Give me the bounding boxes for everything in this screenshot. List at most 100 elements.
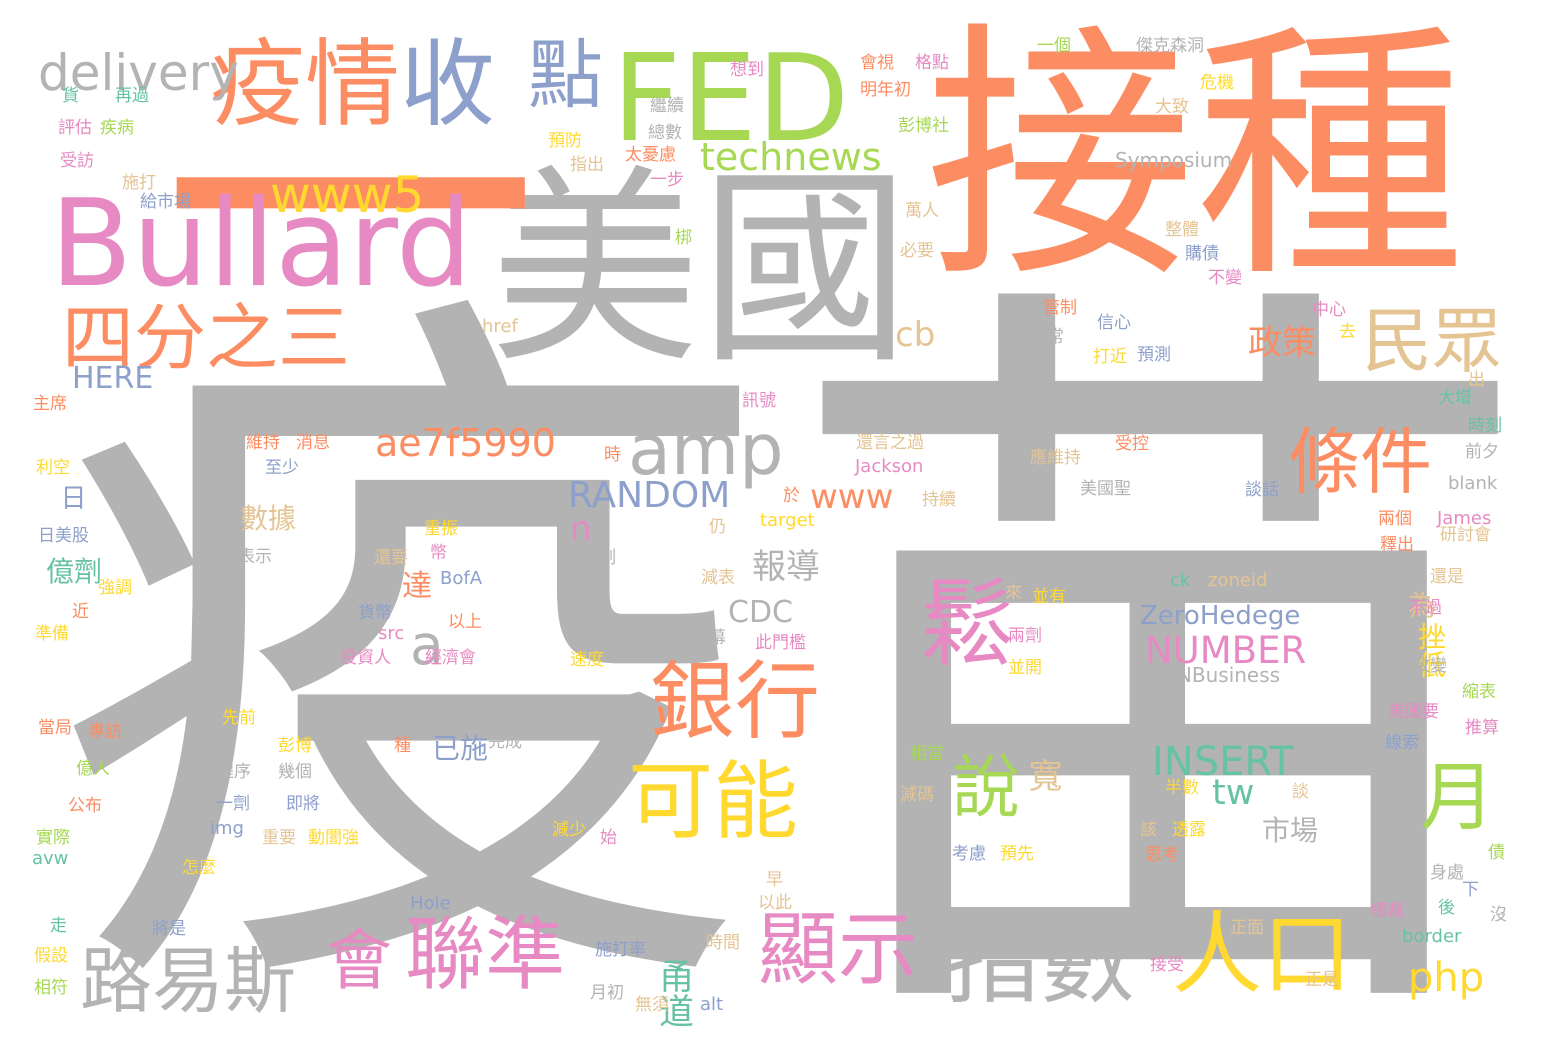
word-151: 美國要 [1388, 702, 1439, 722]
word-116: 前夕 [1465, 442, 1499, 462]
word-71: 會視 [860, 53, 894, 73]
word-123: 還是 [1430, 567, 1464, 587]
word-131: 減表 [701, 568, 735, 588]
word-61: BofA [440, 568, 483, 589]
word-191: 施打率 [595, 940, 646, 960]
word-140: 此門檻 [755, 633, 806, 653]
word-41: cb [895, 315, 936, 355]
word-187: 後 [1438, 898, 1455, 918]
word-176: 思考 [1145, 845, 1179, 865]
word-124: 日美股 [38, 526, 89, 546]
word-192: 接受 [1150, 955, 1184, 975]
word-87: 疾病 [100, 118, 134, 138]
word-15: amp [628, 409, 784, 491]
word-194: 相符 [34, 978, 68, 998]
word-75: 大致 [1155, 97, 1189, 117]
word-138: 貨幣 [358, 603, 392, 623]
word-59: zoneid [1208, 570, 1268, 591]
word-122: 研討會 [1440, 525, 1491, 545]
word-13: 四分之三 [62, 296, 351, 380]
word-184: 將是 [152, 919, 186, 939]
word-47: 億劑 [46, 555, 103, 588]
word-120: 兩個 [1378, 509, 1412, 529]
word-172: 考慮 [952, 844, 986, 864]
word-146: 並開 [1008, 658, 1042, 678]
word-167: 實際 [36, 828, 70, 848]
word-60: ck [1170, 570, 1191, 591]
word-10: delivery [38, 44, 239, 102]
word-149: 專訪 [88, 722, 122, 742]
word-111: 還言之過 [856, 433, 924, 453]
word-68: border [1402, 926, 1462, 947]
word-33: NUMBER [1145, 629, 1307, 672]
word-92: 整體 [1165, 220, 1199, 240]
word-8: 收 [400, 30, 496, 140]
word-45: 寬 [1022, 758, 1062, 792]
word-164: 半數 [1165, 778, 1199, 798]
word-101: 預測 [1137, 345, 1171, 365]
word-72: 格點 [915, 53, 949, 73]
word-86: 評估 [58, 118, 92, 138]
word-82: 指出 [570, 155, 604, 175]
word-132: 來 [1005, 583, 1022, 603]
word-93: 購債 [1185, 244, 1219, 264]
word-103: 大增 [1438, 388, 1472, 408]
word-98: 管制 [1043, 298, 1077, 318]
word-183: 走 [50, 916, 67, 936]
word-179: 早 [766, 870, 783, 890]
word-174: 該 [1140, 820, 1157, 840]
word-166: 公布 [68, 796, 102, 816]
word-154: 種 [394, 736, 411, 756]
word-42: HERE [72, 361, 154, 396]
word-35: CNNBusiness [1148, 663, 1281, 687]
word-144: 經濟會 [425, 648, 476, 668]
word-16: 條件 [1288, 420, 1433, 504]
word-62: Hole [410, 893, 451, 914]
word-0: 疫 [50, 241, 770, 1052]
word-81: 預防 [548, 131, 582, 151]
word-12: technews [700, 135, 882, 179]
word-17: ae7f5990 [375, 421, 556, 465]
word-69: 傑克森洞 [1136, 36, 1204, 56]
word-182: 下 [1462, 880, 1479, 900]
word-1: 苗 [780, 228, 1540, 1052]
word-107: 訊號 [742, 391, 776, 411]
word-67: alt [700, 994, 724, 1015]
word-19: www [810, 477, 894, 517]
word-78: 繼續 [650, 96, 684, 116]
word-50: 已施 [432, 732, 489, 765]
word-114: 美國聖 [1080, 479, 1131, 499]
word-6: FED [612, 30, 850, 169]
word-94: 必要 [900, 241, 934, 261]
word-58: blank [1448, 473, 1498, 494]
word-165: 談 [1292, 782, 1309, 802]
word-152: 推算 [1465, 718, 1499, 738]
word-115: 談話 [1245, 480, 1279, 500]
word-52: 為 [1408, 589, 1437, 622]
word-141: 兩劑 [1008, 626, 1042, 646]
word-99: 非常 [1030, 327, 1064, 347]
word-185: 正面 [1230, 918, 1264, 938]
word-31: php [1408, 955, 1485, 1001]
word-51: 挫低 [1414, 622, 1447, 678]
word-100: 打近 [1093, 347, 1127, 367]
word-109: 消息 [296, 433, 330, 453]
word-95: 不變 [1208, 268, 1242, 288]
word-77: 明年初 [860, 80, 911, 100]
word-63: href [482, 316, 518, 337]
word-153: 彭博 [278, 736, 312, 756]
word-163: 減碼 [900, 785, 934, 805]
word-48: 數據 [240, 502, 297, 535]
word-156: 相當 [910, 744, 944, 764]
word-5: Bullard [50, 175, 472, 314]
word-186: 總裁 [1370, 901, 1404, 921]
word-56: target [760, 510, 815, 531]
word-162: 即將 [286, 794, 320, 814]
word-197: 時 [604, 445, 621, 465]
word-24: 說 [952, 749, 1021, 828]
word-158: 億人 [76, 759, 110, 779]
word-178: 怎麼 [182, 858, 216, 878]
word-54: Symposium [1115, 148, 1233, 172]
word-55: Jackson [855, 456, 924, 477]
word-145: 速度 [570, 650, 604, 670]
